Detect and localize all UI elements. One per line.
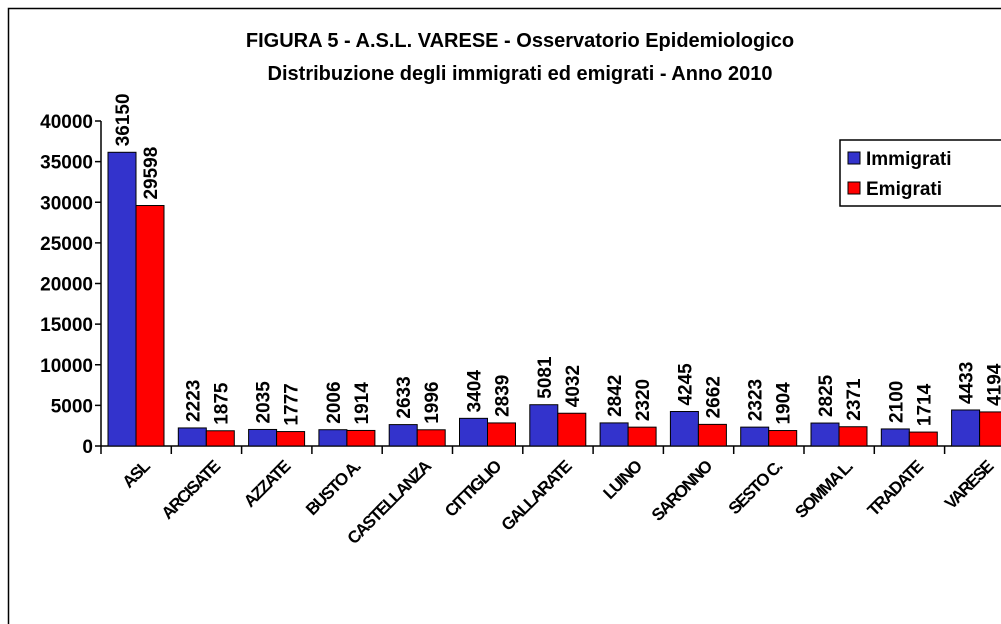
bar (599, 422, 629, 447)
value-label: 1996 (422, 382, 443, 424)
value-label: 4032 (563, 365, 584, 407)
value-label: 1714 (914, 383, 935, 426)
bar (135, 205, 165, 447)
legend-swatch (847, 151, 861, 165)
value-label: 2633 (394, 376, 415, 418)
bar (487, 422, 516, 447)
value-label: 2223 (183, 380, 204, 422)
legend-swatch (847, 181, 861, 195)
bar (951, 409, 981, 447)
y-tick-label: 0 (82, 437, 93, 458)
bar (979, 411, 1001, 447)
value-label: 2842 (605, 375, 626, 417)
bar (627, 426, 657, 447)
bar (388, 424, 418, 447)
bar (177, 427, 207, 447)
bar (768, 430, 798, 447)
value-label: 3404 (465, 370, 486, 413)
bar (557, 412, 587, 447)
y-tick-label: 5000 (51, 396, 93, 417)
value-label: 2662 (703, 376, 724, 418)
value-label: 2320 (633, 379, 654, 421)
bar (740, 426, 770, 447)
value-label: 36150 (113, 93, 134, 146)
bar (276, 431, 306, 447)
legend-box (839, 139, 1001, 207)
value-label: 1875 (211, 382, 232, 425)
value-label: 2100 (886, 381, 907, 423)
value-label: 2839 (493, 375, 514, 417)
value-label: 29598 (141, 147, 162, 200)
y-tick-label: 40000 (40, 112, 93, 133)
bar (416, 429, 446, 447)
bar (107, 151, 137, 447)
chart-frame (7, 7, 1001, 624)
bar (880, 428, 910, 447)
value-label: 4433 (957, 362, 978, 404)
bar (810, 422, 840, 447)
value-label: 4194 (985, 363, 1001, 406)
value-label: 1914 (352, 382, 373, 425)
value-label: 2323 (746, 379, 767, 421)
value-label: 2371 (844, 378, 865, 421)
bar (838, 426, 868, 447)
value-label: 4245 (675, 363, 696, 406)
y-tick-label: 30000 (40, 193, 93, 214)
chart-subtitle: Distribuzione degli immigrati ed emigrat… (268, 63, 773, 85)
y-tick-label: 15000 (40, 315, 93, 336)
y-tick-label: 35000 (40, 153, 93, 174)
bar (669, 411, 699, 447)
bar (529, 404, 559, 447)
value-label: 2035 (254, 381, 275, 424)
y-tick-label: 25000 (40, 234, 93, 255)
bar (248, 428, 278, 447)
bar (459, 417, 488, 447)
bar (205, 430, 235, 447)
legend-label: Immigrati (866, 149, 952, 170)
value-label: 5081 (535, 356, 556, 399)
bar (908, 431, 938, 447)
bar (318, 429, 348, 447)
value-label: 2006 (324, 381, 345, 423)
legend-label: Emigrati (866, 179, 942, 200)
bar (697, 423, 727, 447)
value-label: 1904 (774, 382, 795, 425)
chart-title: FIGURA 5 - A.S.L. VARESE - Osservatorio … (246, 30, 794, 52)
y-tick-label: 10000 (40, 356, 93, 377)
y-tick-label: 20000 (40, 275, 93, 296)
bar (346, 429, 376, 447)
value-label: 1777 (282, 383, 303, 425)
value-label: 2825 (816, 374, 837, 417)
